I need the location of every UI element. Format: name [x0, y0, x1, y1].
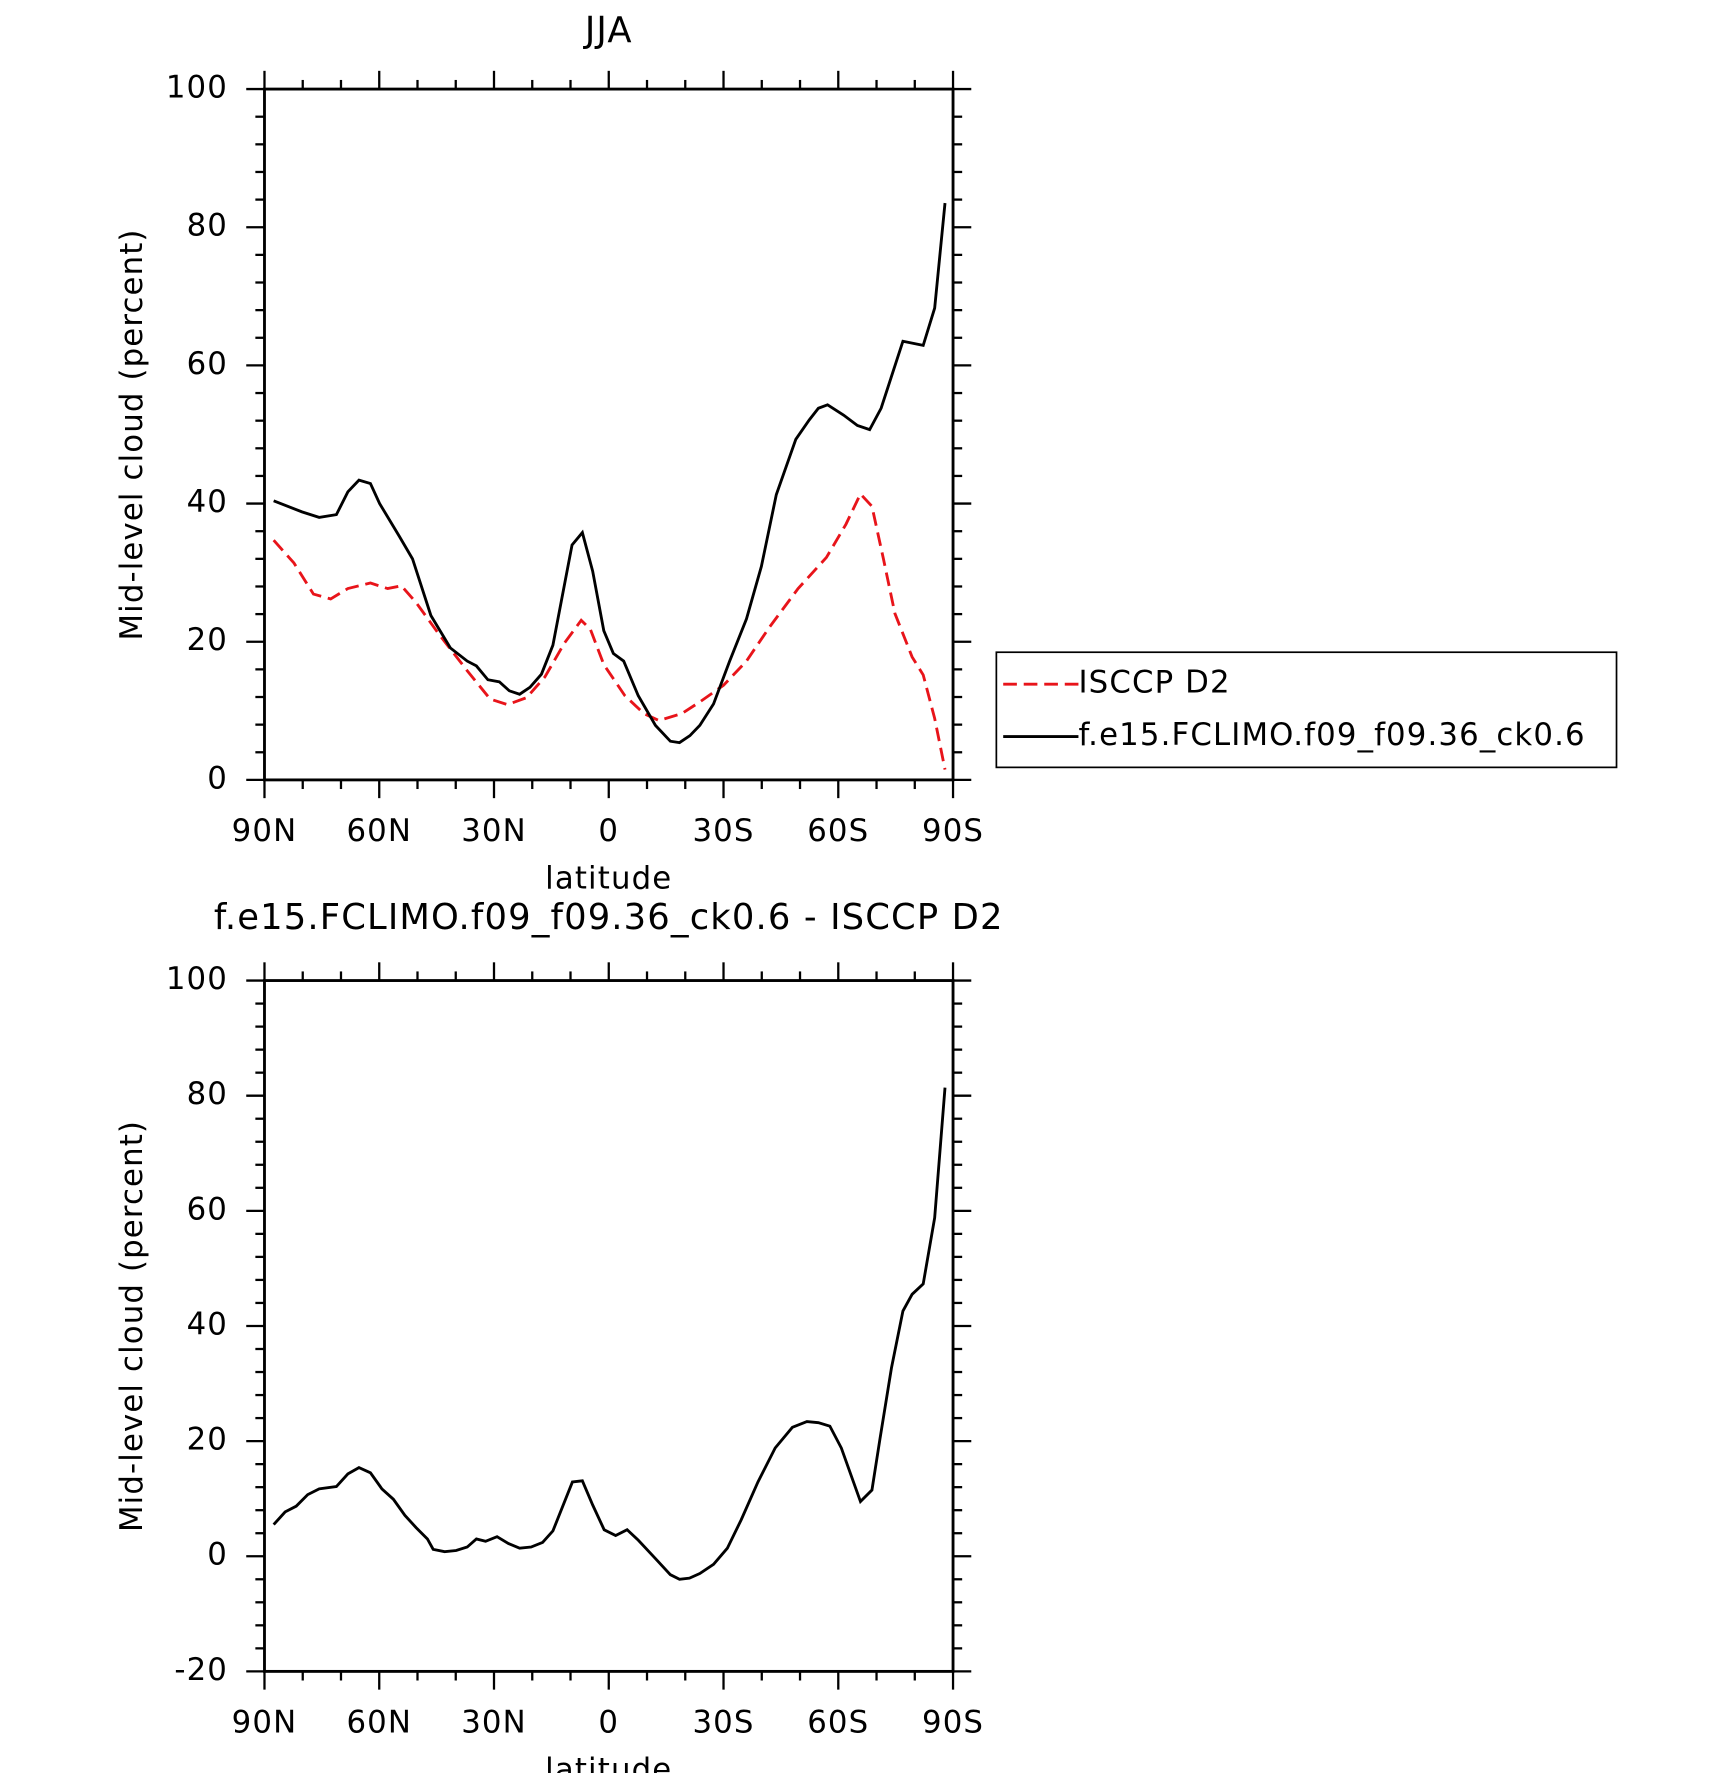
- y-tick-label: 60: [187, 1191, 228, 1227]
- data-line: [272, 491, 947, 770]
- y-tick-label: 20: [187, 622, 228, 658]
- y-tick-label: 80: [187, 1076, 228, 1112]
- data-line: [273, 202, 947, 745]
- data-line: [272, 1087, 947, 1581]
- y-tick-label: 80: [187, 208, 228, 244]
- y-tick-label: 40: [187, 484, 228, 520]
- x-tick-label: 60S: [807, 1704, 869, 1740]
- x-tick-label: 30S: [692, 1704, 754, 1740]
- y-axis-label: Mid-level cloud (percent): [114, 1120, 150, 1532]
- x-tick-label: 30N: [461, 1704, 527, 1740]
- x-tick-label: 30N: [461, 813, 527, 849]
- x-tick-label: 90S: [922, 1704, 984, 1740]
- plot-frame: [263, 979, 955, 1673]
- legend-box: [995, 651, 1618, 769]
- x-tick-label: 90N: [232, 813, 298, 849]
- x-tick-label: 60S: [807, 813, 869, 849]
- chart-title: f.e15.FCLIMO.f09_f09.36_ck0.6 - ISCCP D2: [214, 897, 1004, 938]
- x-tick-label: 0: [598, 1704, 619, 1740]
- y-tick-label: -20: [174, 1652, 228, 1688]
- y-tick-label: 0: [207, 760, 228, 796]
- y-tick-label: 40: [187, 1306, 228, 1342]
- x-tick-label: 90N: [232, 1704, 298, 1740]
- x-tick-label: 0: [598, 813, 619, 849]
- legend-label: ISCCP D2: [1078, 665, 1230, 701]
- y-tick-label: 0: [207, 1537, 228, 1573]
- x-tick-label: 60N: [346, 1704, 412, 1740]
- x-axis-label: latitude: [545, 1752, 672, 1773]
- chart-title: JJA: [583, 10, 633, 51]
- x-tick-label: 30S: [692, 813, 754, 849]
- x-axis-label: latitude: [545, 861, 672, 897]
- y-axis-label: Mid-level cloud (percent): [114, 228, 150, 640]
- legend-label: f.e15.FCLIMO.f09_f09.36_ck0.6: [1078, 717, 1585, 753]
- x-tick-label: 90S: [922, 813, 984, 849]
- y-tick-label: 100: [166, 70, 228, 106]
- plot-frame: [263, 87, 955, 782]
- x-tick-label: 60N: [346, 813, 412, 849]
- y-tick-label: 100: [166, 961, 228, 997]
- y-tick-label: 20: [187, 1422, 228, 1458]
- y-tick-label: 60: [187, 346, 228, 382]
